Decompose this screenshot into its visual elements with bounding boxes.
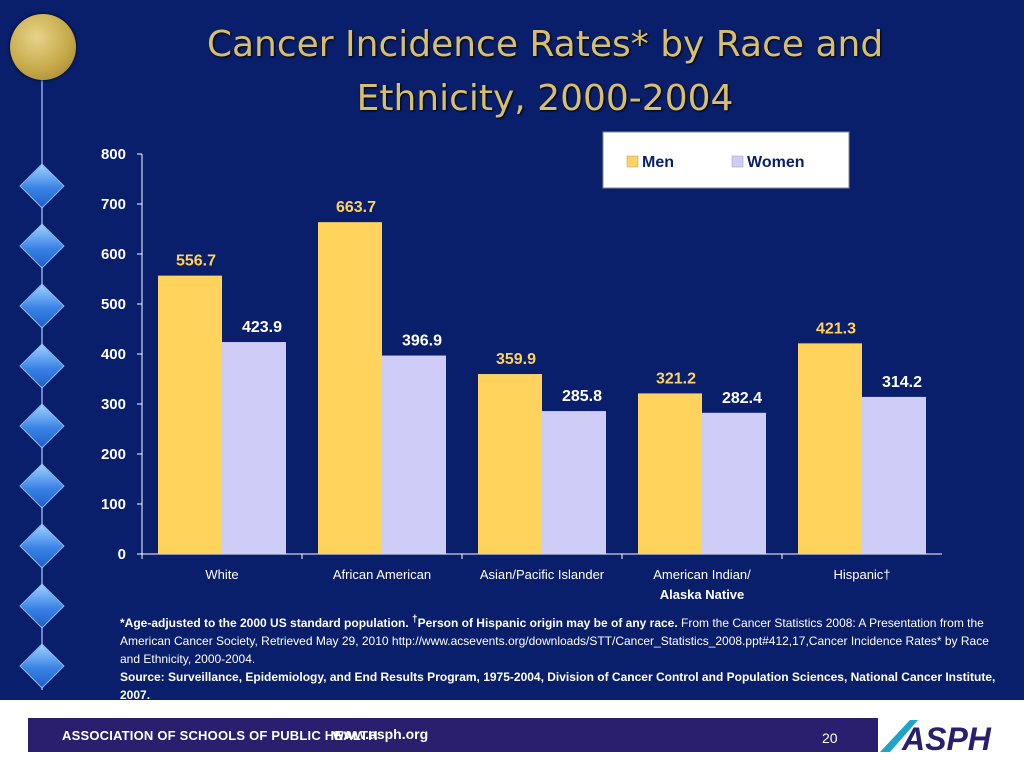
y-tick-label: 600 — [101, 246, 126, 263]
footnote-hispanic: Person of Hispanic origin may be of any … — [417, 616, 678, 630]
legend-swatch-men — [626, 155, 639, 168]
y-tick-label: 200 — [101, 446, 126, 463]
data-label-men: 359.9 — [496, 351, 536, 368]
x-category-label: Alaska Native — [660, 587, 745, 602]
data-label-women: 314.2 — [882, 374, 922, 391]
slide-title-line2: Ethnicity, 2000-2004 — [356, 78, 734, 119]
data-label-women: 396.9 — [402, 333, 442, 350]
bar-men — [478, 374, 542, 554]
gold-circle-icon — [10, 14, 76, 80]
footnote-dagger: † — [412, 614, 418, 625]
y-tick-label: 700 — [101, 196, 126, 213]
x-category-label: American Indian/ — [653, 567, 751, 582]
y-tick-label: 0 — [118, 546, 126, 563]
diamond-icon — [19, 463, 65, 509]
y-tick-label: 400 — [101, 346, 126, 363]
legend-label-men: Men — [642, 154, 674, 171]
bar-men — [638, 393, 702, 554]
data-label-women: 285.8 — [562, 388, 602, 405]
data-label-men: 556.7 — [176, 253, 216, 270]
x-category-label: Asian/Pacific Islander — [480, 567, 605, 582]
bar-chart: 0 100 200 300 400 500 600 700 800 556.7 423.9 White… — [101, 131, 942, 602]
legend-swatch-women — [731, 155, 744, 168]
footer-bar — [28, 718, 878, 752]
x-category-label: African American — [333, 567, 431, 582]
diamond-icon — [19, 523, 65, 569]
bar-men — [798, 343, 862, 554]
footnote-source: Source: Surveillance, Epidemiology, and … — [120, 670, 996, 702]
asph-logo: ASPH — [880, 720, 992, 757]
data-label-women: 282.4 — [722, 390, 762, 407]
footnote: *Age-adjusted to the 2000 US standard po… — [120, 611, 1010, 704]
footer-url-link[interactable]: www.asph.org — [333, 726, 429, 742]
x-category-label: White — [205, 567, 238, 582]
bar-women — [222, 342, 286, 554]
diamond-icon — [19, 643, 65, 689]
logo-swoosh — [880, 720, 918, 752]
data-label-men: 321.2 — [656, 370, 696, 387]
page-number: 20 — [822, 730, 838, 746]
legend-label-women: Women — [747, 154, 804, 171]
diamond-icon — [19, 343, 65, 389]
bar-men — [318, 222, 382, 554]
bar-women — [702, 412, 766, 554]
slide-background: Cancer Incidence Rates* by Race and Ethn… — [0, 0, 1024, 702]
diamond-icon — [19, 223, 65, 269]
footer-organization: ASSOCIATION OF SCHOOLS OF PUBLIC HEALTH — [62, 728, 378, 743]
y-tick-label: 100 — [101, 496, 126, 513]
y-tick-label: 800 — [101, 146, 126, 163]
diamond-icon — [19, 283, 65, 329]
slide-title-line1: Cancer Incidence Rates* by Race and — [206, 24, 884, 65]
x-category-label: Hispanic† — [833, 567, 890, 582]
bar-women — [862, 396, 926, 554]
legend-box — [602, 131, 850, 189]
y-tick-label: 300 — [101, 396, 126, 413]
bar-women — [542, 411, 606, 554]
diamond-icon — [19, 163, 65, 209]
y-tick-label: 500 — [101, 296, 126, 313]
diamond-icon — [19, 583, 65, 629]
data-label-women: 423.9 — [242, 319, 282, 336]
slide-title: Cancer Incidence Rates* by Race and Ethn… — [110, 18, 980, 126]
bar-men — [158, 275, 222, 554]
bar-women — [382, 355, 446, 554]
diamond-icon — [19, 403, 65, 449]
logo-text: ASPH — [901, 721, 992, 757]
footnote-age-adjusted: *Age-adjusted to the 2000 US standard po… — [120, 616, 413, 630]
data-label-men: 421.3 — [816, 320, 856, 337]
footnote-citation: From the Cancer Statistics 2008: A Prese… — [120, 616, 989, 666]
data-label-men: 663.7 — [336, 199, 376, 216]
